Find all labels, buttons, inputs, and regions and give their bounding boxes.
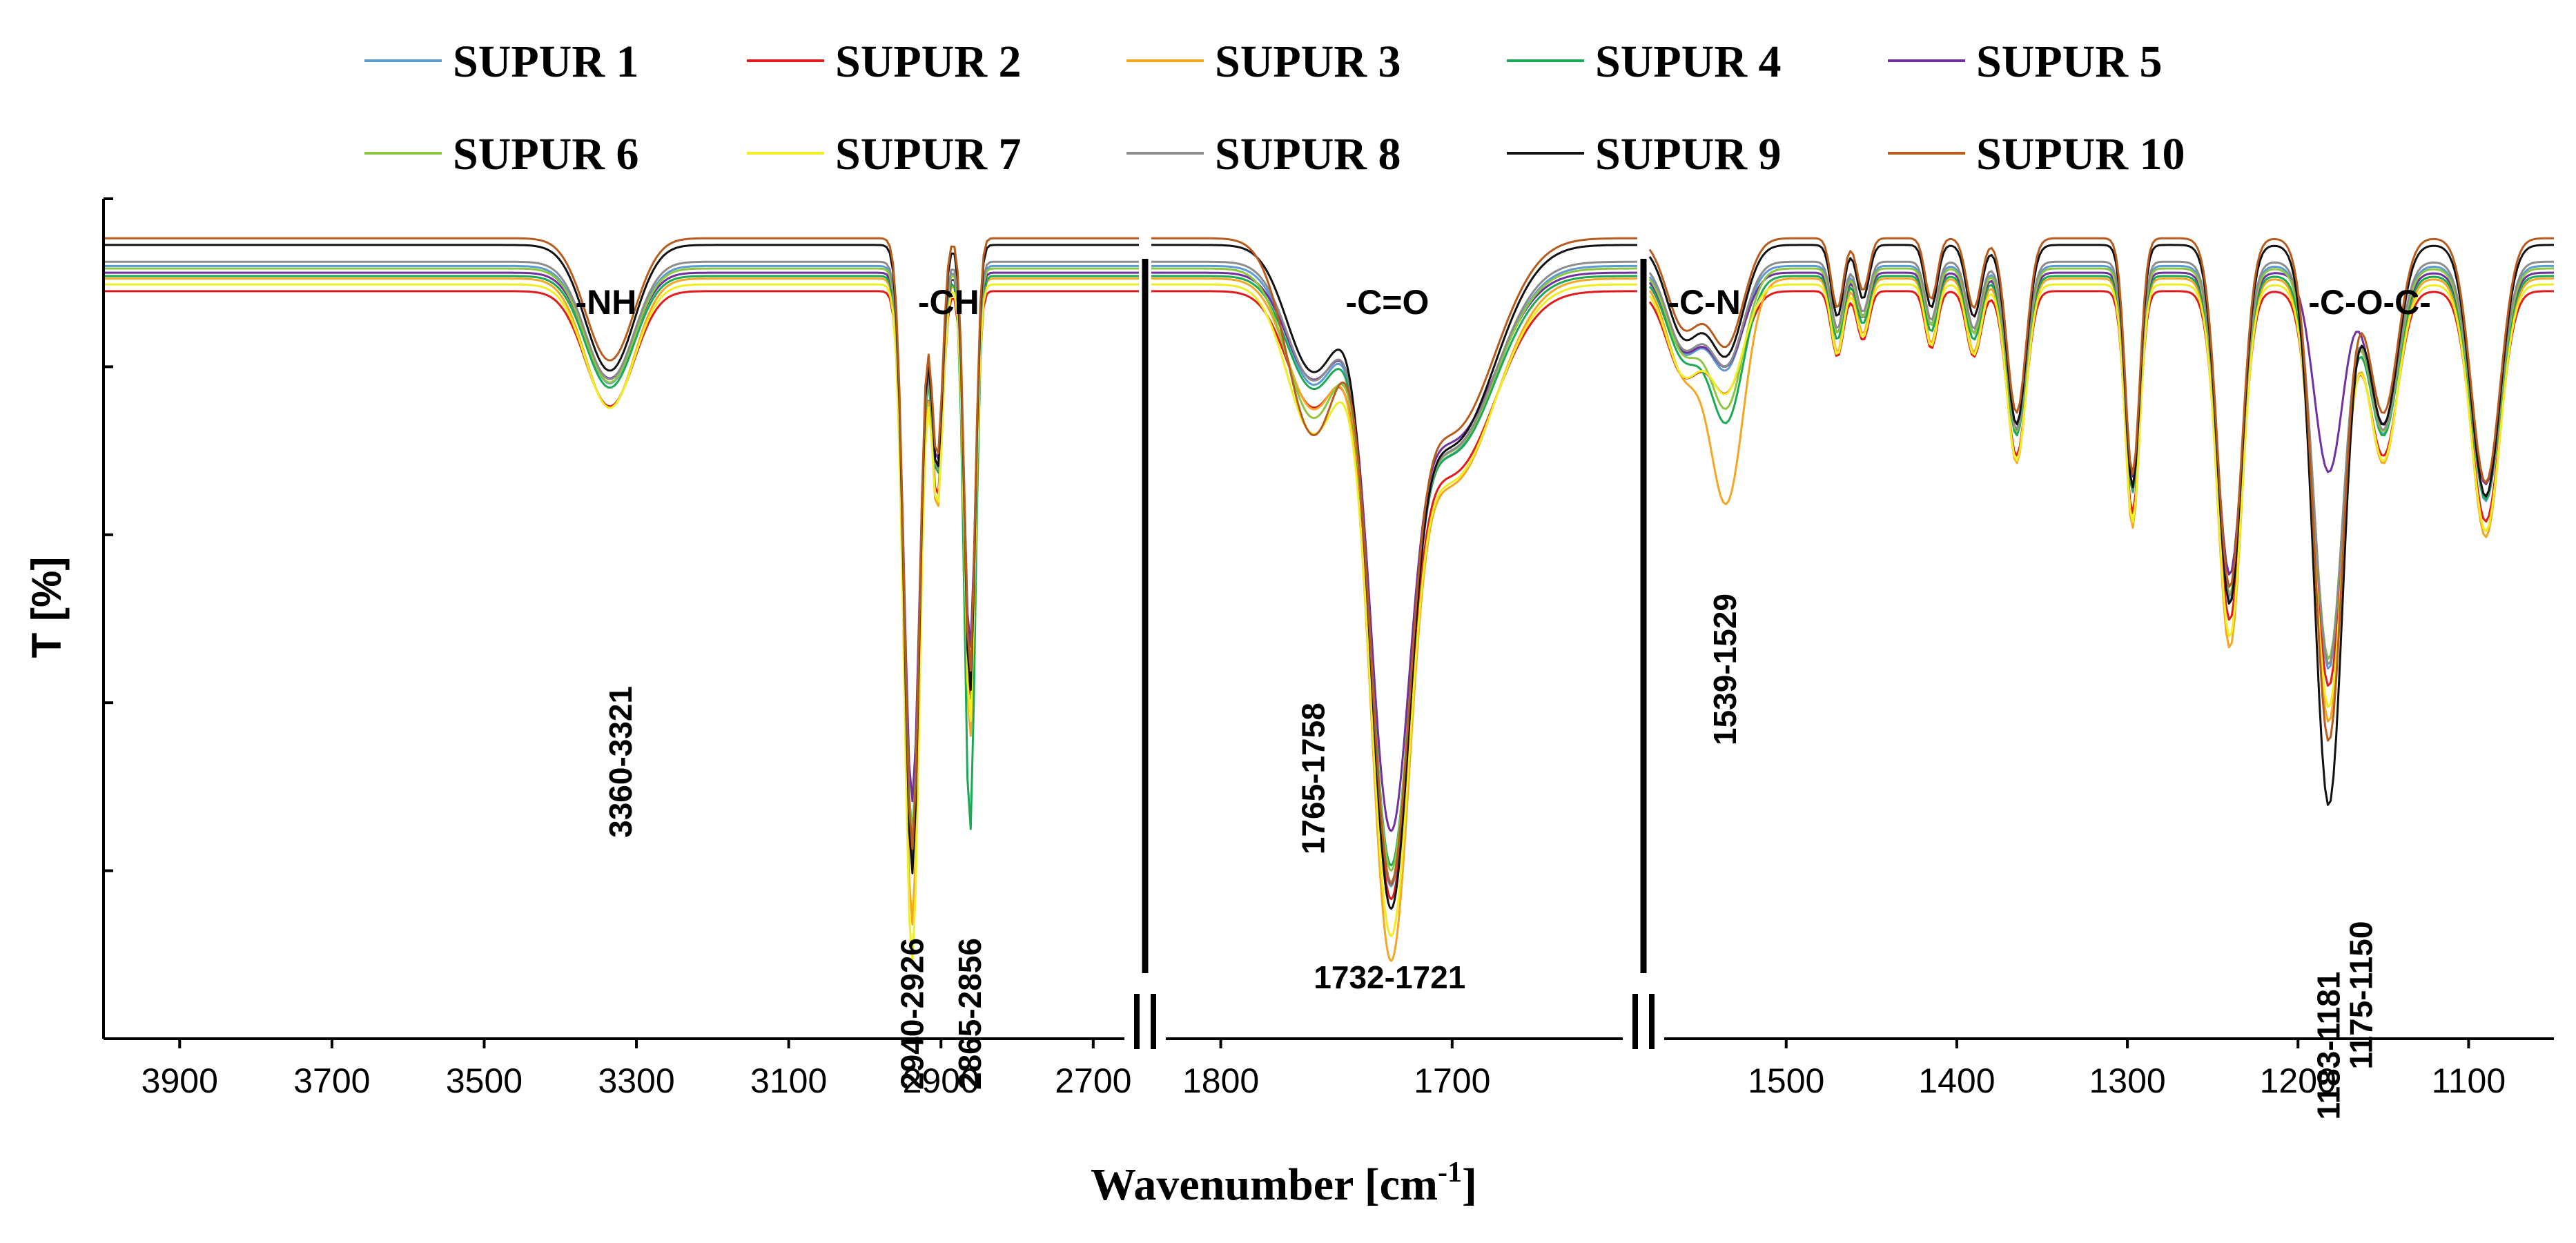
series-line-3-panel-2 <box>1151 277 1637 962</box>
series-line-6-panel-2 <box>1151 267 1637 872</box>
legend-label-6: SUPUR 6 <box>453 129 639 179</box>
band-annotation-6: 1539-1529 <box>1707 594 1743 745</box>
legend-label-1: SUPUR 1 <box>453 37 639 87</box>
x-tick-label-p2-0: 1800 <box>1182 1061 1259 1100</box>
series-line-3-panel-3 <box>1648 277 2554 723</box>
x-tick-label-p1-2: 3500 <box>446 1061 523 1100</box>
y-axis-label: T [%] <box>23 557 70 658</box>
series-line-1-panel-3 <box>1648 264 2554 670</box>
x-tick-label-p1-3: 3300 <box>598 1061 674 1100</box>
series-line-2-panel-2 <box>1151 290 1637 901</box>
x-tick-label-p3-3: 1200 <box>2260 1061 2336 1100</box>
x-tick-label-p1-5: 2900 <box>903 1061 979 1100</box>
series-line-9-panel-3 <box>1648 244 2554 806</box>
group-label-2: -CH <box>918 283 979 322</box>
series-line-10-panel-3 <box>1648 237 2554 742</box>
legend-label-2: SUPUR 2 <box>835 37 1022 87</box>
legend-label-3: SUPUR 3 <box>1215 37 1401 87</box>
x-tick-label-p1-4: 3100 <box>750 1061 827 1100</box>
x-tick-label-p3-1: 1400 <box>1918 1061 1995 1100</box>
x-tick-label-p3-4: 1100 <box>2432 1061 2506 1100</box>
series-line-6-panel-3 <box>1648 267 2554 660</box>
legend-label-4: SUPUR 4 <box>1595 37 1782 87</box>
band-annotation-1: 3360-3321 <box>603 686 638 838</box>
band-annotation-3: 2865-2856 <box>952 938 988 1090</box>
x-tick-label-p3-2: 1300 <box>2089 1061 2165 1100</box>
series-line-8-panel-3 <box>1648 260 2554 666</box>
band-annotation-5: 1732-1721 <box>1314 959 1465 995</box>
x-axis-label: Wavenumber [cm-1] <box>1091 1157 1477 1210</box>
group-label-4: -C-N <box>1668 283 1741 322</box>
group-label-5: -C-O-C- <box>2308 283 2431 322</box>
series-line-1-panel-2 <box>1151 264 1637 888</box>
axes: 3900 3700 3500 3300 3100 2900 2700 1800 1700 1500… <box>102 197 2554 1100</box>
series-line-8-panel-2 <box>1151 260 1637 883</box>
series-line-2-panel-3 <box>1648 290 2554 687</box>
series-line-10-panel-1 <box>104 237 1139 850</box>
x-axis-label-main: Wavenumber [cm <box>1091 1159 1438 1210</box>
series-line-4-panel-3 <box>1648 275 2554 660</box>
band-annotation-7: 1183-1181 <box>2311 972 2347 1120</box>
group-label-3: -C=O <box>1346 283 1430 322</box>
band-annotation-8: 1175-1150 <box>2343 921 2379 1070</box>
legend-label-9: SUPUR 9 <box>1595 129 1782 179</box>
band-annotation-2: 2940-2926 <box>894 938 930 1090</box>
legend-label-7: SUPUR 7 <box>835 129 1022 179</box>
legend: SUPUR 1 SUPUR 2 SUPUR 3 SUPUR 4 SUPUR 5 SUPUR… <box>364 37 2185 179</box>
series-line-4-panel-1 <box>104 275 1139 835</box>
x-axis-label-superscript: -1 <box>1438 1157 1462 1188</box>
x-axis-label-close: ] <box>1462 1159 1477 1210</box>
band-annotation-4: 1765-1758 <box>1296 703 1331 854</box>
series-line-7-panel-1 <box>104 283 1139 964</box>
series-line-4-panel-2 <box>1151 275 1637 867</box>
series-line-10-panel-2 <box>1151 237 1637 885</box>
x-tick-label-p1-0: 3900 <box>142 1061 218 1100</box>
legend-label-10: SUPUR 10 <box>1976 129 2185 179</box>
series-line-7-panel-3 <box>1648 283 2554 709</box>
axis-break-mark-1 <box>1124 994 1166 1049</box>
legend-label-5: SUPUR 5 <box>1976 37 2163 87</box>
plot-panels <box>104 237 2554 964</box>
series-line-9-panel-2 <box>1151 244 1637 910</box>
x-tick-label-p2-1: 1700 <box>1414 1061 1490 1100</box>
x-tick-label-p3-0: 1500 <box>1748 1061 1824 1100</box>
axis-break-mark-2 <box>1623 994 1664 1049</box>
group-label-1: -NH <box>576 283 637 322</box>
series-line-7-panel-2 <box>1151 283 1637 937</box>
x-tick-label-p1-6: 2700 <box>1055 1061 1131 1100</box>
x-tick-label-p1-1: 3700 <box>293 1061 370 1100</box>
legend-label-8: SUPUR 8 <box>1215 129 1401 179</box>
series-line-5-panel-2 <box>1151 271 1637 832</box>
